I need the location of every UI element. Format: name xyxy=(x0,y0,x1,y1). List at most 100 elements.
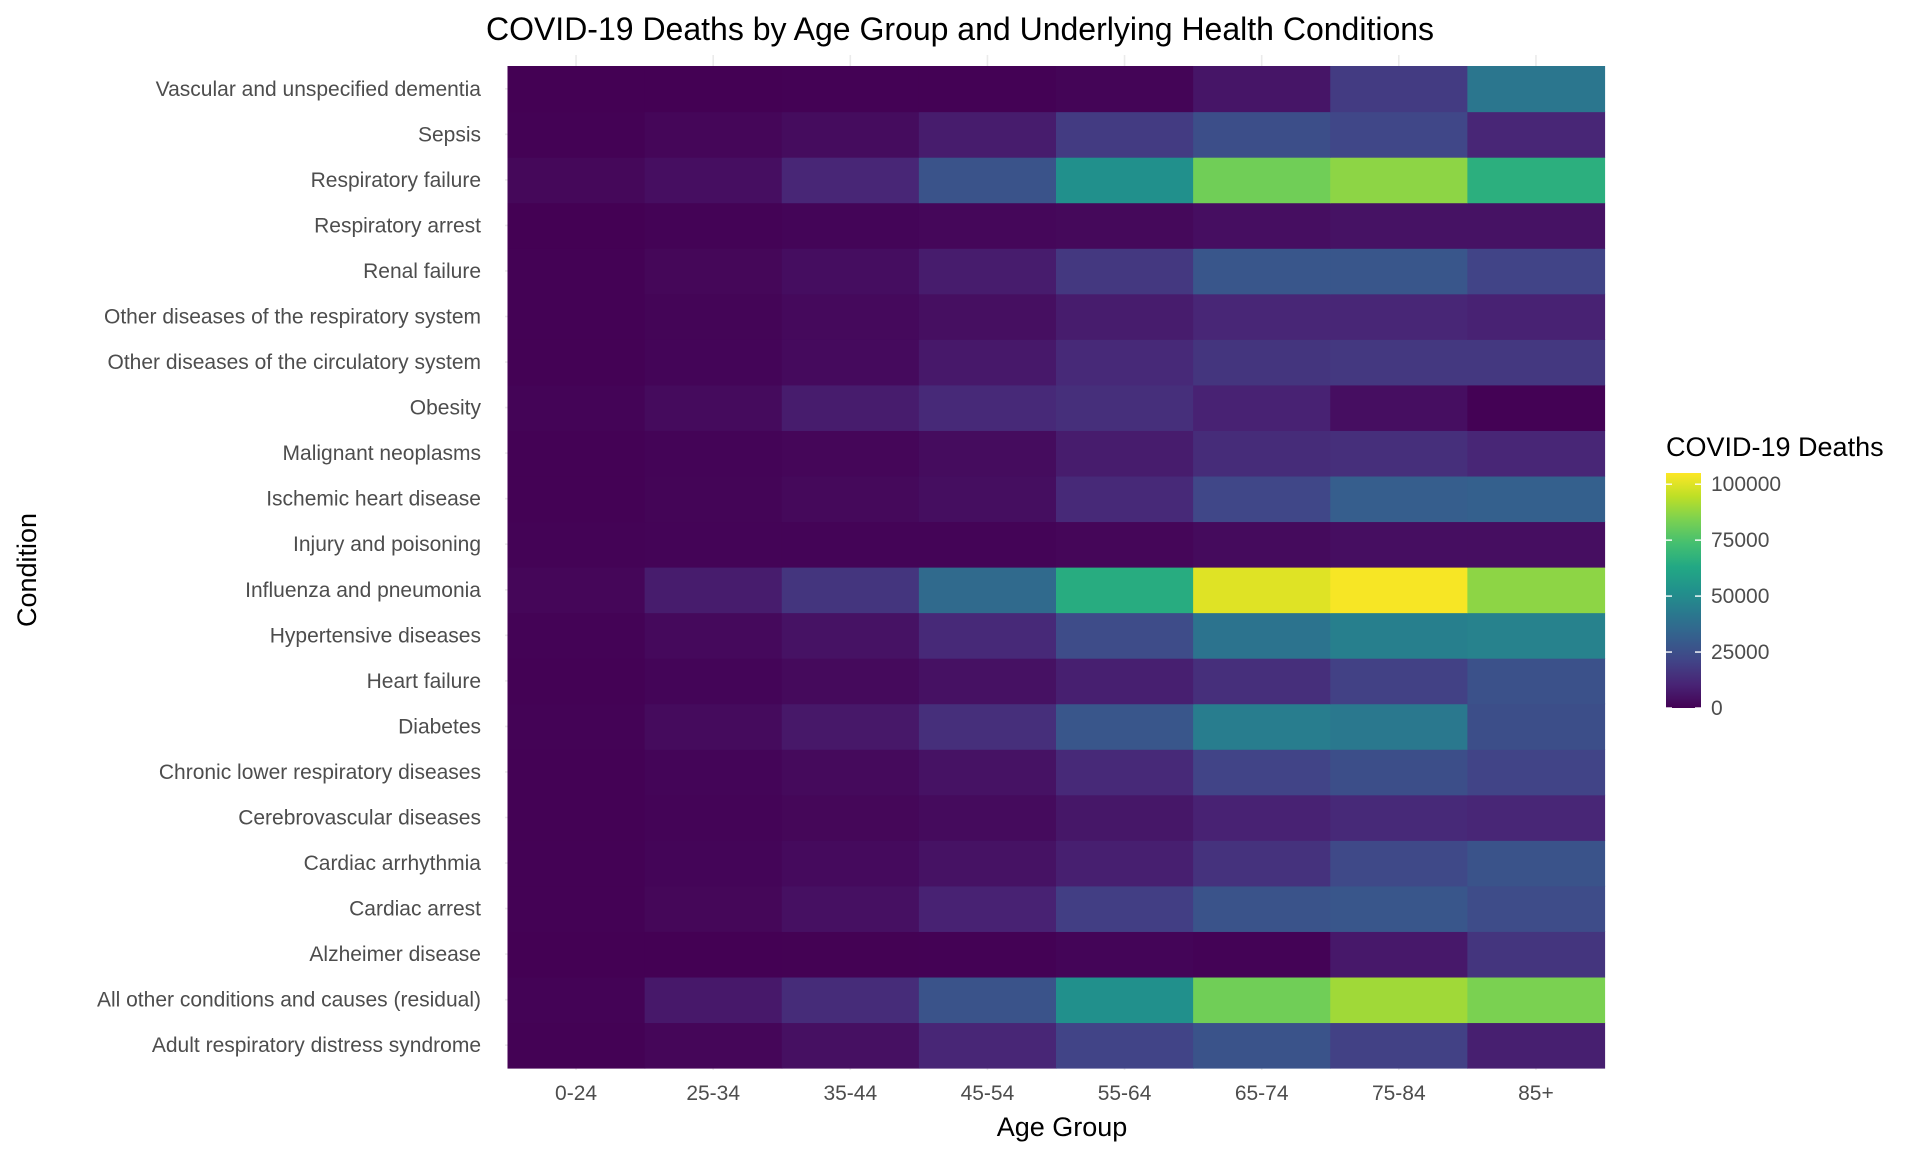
heatmap-cell xyxy=(507,157,646,204)
heatmap-cell xyxy=(644,339,783,386)
legend-tick-label: 100000 xyxy=(1711,473,1781,496)
heatmap-cell xyxy=(644,976,783,1024)
heatmap-cell xyxy=(644,885,783,932)
heatmap-cell xyxy=(781,521,920,568)
heatmap-cell xyxy=(1193,66,1331,113)
legend-tick-label: 25000 xyxy=(1711,641,1769,664)
heatmap-cell xyxy=(1330,248,1468,295)
heatmap-cell xyxy=(1193,248,1331,295)
heatmap-cell xyxy=(781,111,920,158)
heatmap-cell xyxy=(781,703,920,750)
heatmap-cell xyxy=(781,749,920,796)
heatmap-cell xyxy=(507,111,646,158)
heatmap-cell xyxy=(781,66,920,113)
heatmap-cell xyxy=(1330,976,1468,1024)
heatmap-cell xyxy=(781,293,920,340)
heatmap-cell xyxy=(918,248,1057,295)
heatmap-cell xyxy=(1193,703,1331,750)
heatmap-cell xyxy=(1330,794,1468,841)
y-tick-labels: Adult respiratory distress syndrome All o… xyxy=(97,78,482,1057)
heatmap-cell xyxy=(1467,521,1606,568)
heatmap-cell xyxy=(507,475,646,523)
heatmap-cell xyxy=(918,976,1057,1024)
heatmap-cell xyxy=(644,248,783,295)
color-legend: COVID-19 Deaths 0 25000 50000 75000 100000 xyxy=(1666,432,1884,720)
y-tick-label: Other diseases of the circulatory system xyxy=(108,351,481,374)
heatmap-cell xyxy=(507,521,646,568)
legend-tick-label: 0 xyxy=(1711,697,1723,720)
heatmap-cell xyxy=(644,840,783,887)
heatmap-cell xyxy=(1056,749,1194,796)
heatmap-cell xyxy=(1193,840,1331,887)
heatmap-cell xyxy=(918,612,1057,659)
heatmap-cell xyxy=(1056,840,1194,887)
heatmap-cell xyxy=(1193,430,1331,477)
heatmap-cell xyxy=(781,202,920,249)
y-tick-label: Vascular and unspecified dementia xyxy=(156,78,482,101)
heatmap-cell xyxy=(781,931,920,978)
heatmap-cell xyxy=(1056,475,1194,523)
heatmap-cell xyxy=(1330,612,1468,659)
heatmap-cell xyxy=(918,293,1057,340)
heatmap-cell xyxy=(1193,567,1331,614)
heatmap-cell xyxy=(1467,293,1606,340)
y-tick-label: Cerebrovascular diseases xyxy=(238,807,481,830)
x-tick-label: 85+ xyxy=(1518,1082,1554,1105)
x-tick-label: 45-54 xyxy=(961,1082,1015,1105)
x-tick-label: 35-44 xyxy=(823,1082,877,1105)
heatmap-cell xyxy=(1193,475,1331,523)
heatmap-cell xyxy=(644,567,783,614)
heatmap-cell xyxy=(1467,384,1606,431)
heatmap-cell xyxy=(1193,931,1331,978)
heatmap-cell xyxy=(1056,567,1194,614)
heatmap-cell xyxy=(507,248,646,295)
heatmap-cell xyxy=(1056,976,1194,1024)
y-tick-label: Malignant neoplasms xyxy=(283,442,481,465)
heatmap-cell xyxy=(644,384,783,431)
heatmap-cell xyxy=(1330,157,1468,204)
heatmap-cell xyxy=(1056,202,1194,249)
x-tick-label: 65-74 xyxy=(1235,1082,1289,1105)
heatmap-cell xyxy=(1056,1022,1194,1069)
heatmap-cell xyxy=(1330,384,1468,431)
heatmap-cell xyxy=(918,66,1057,113)
heatmap-cell xyxy=(1467,703,1606,750)
y-tick-label: Respiratory arrest xyxy=(314,214,481,237)
heatmap-cell xyxy=(507,976,646,1024)
heatmap-cell xyxy=(1056,658,1194,705)
heatmap-cell xyxy=(1056,111,1194,158)
heatmap-cell xyxy=(507,202,646,249)
x-tick-labels: 0-24 25-34 35-44 45-54 55-64 65-74 75-84 85+ xyxy=(555,1082,1554,1105)
heatmap-cell xyxy=(1056,430,1194,477)
heatmap-cell xyxy=(1193,521,1331,568)
heatmap-cell xyxy=(1193,1022,1331,1069)
heatmap-cell xyxy=(507,840,646,887)
heatmap-cell xyxy=(918,521,1057,568)
heatmap-cell xyxy=(1193,202,1331,249)
heatmap-cell xyxy=(1467,840,1606,887)
heatmap-cell xyxy=(1330,885,1468,932)
heatmap-cell xyxy=(1467,339,1606,386)
heatmap-cell xyxy=(1193,658,1331,705)
heatmap-cell xyxy=(918,658,1057,705)
heatmap-cell xyxy=(918,885,1057,932)
heatmap-cell xyxy=(918,384,1057,431)
heatmap-cell xyxy=(781,248,920,295)
heatmap-cell xyxy=(507,339,646,386)
heatmap-cells xyxy=(507,66,1606,1069)
heatmap-cell xyxy=(1467,157,1606,204)
chart-title: COVID-19 Deaths by Age Group and Underly… xyxy=(486,11,1434,47)
heatmap-cell xyxy=(507,931,646,978)
heatmap-cell xyxy=(507,794,646,841)
heatmap-cell xyxy=(781,794,920,841)
heatmap-cell xyxy=(644,658,783,705)
legend-tick-label: 75000 xyxy=(1711,529,1769,552)
heatmap-cell xyxy=(1467,248,1606,295)
heatmap-cell xyxy=(1056,339,1194,386)
heatmap-cell xyxy=(1193,111,1331,158)
heatmap-cell xyxy=(918,931,1057,978)
heatmap-cell xyxy=(1193,749,1331,796)
heatmap-cell xyxy=(918,157,1057,204)
y-tick-label: Hypertensive diseases xyxy=(270,624,481,647)
